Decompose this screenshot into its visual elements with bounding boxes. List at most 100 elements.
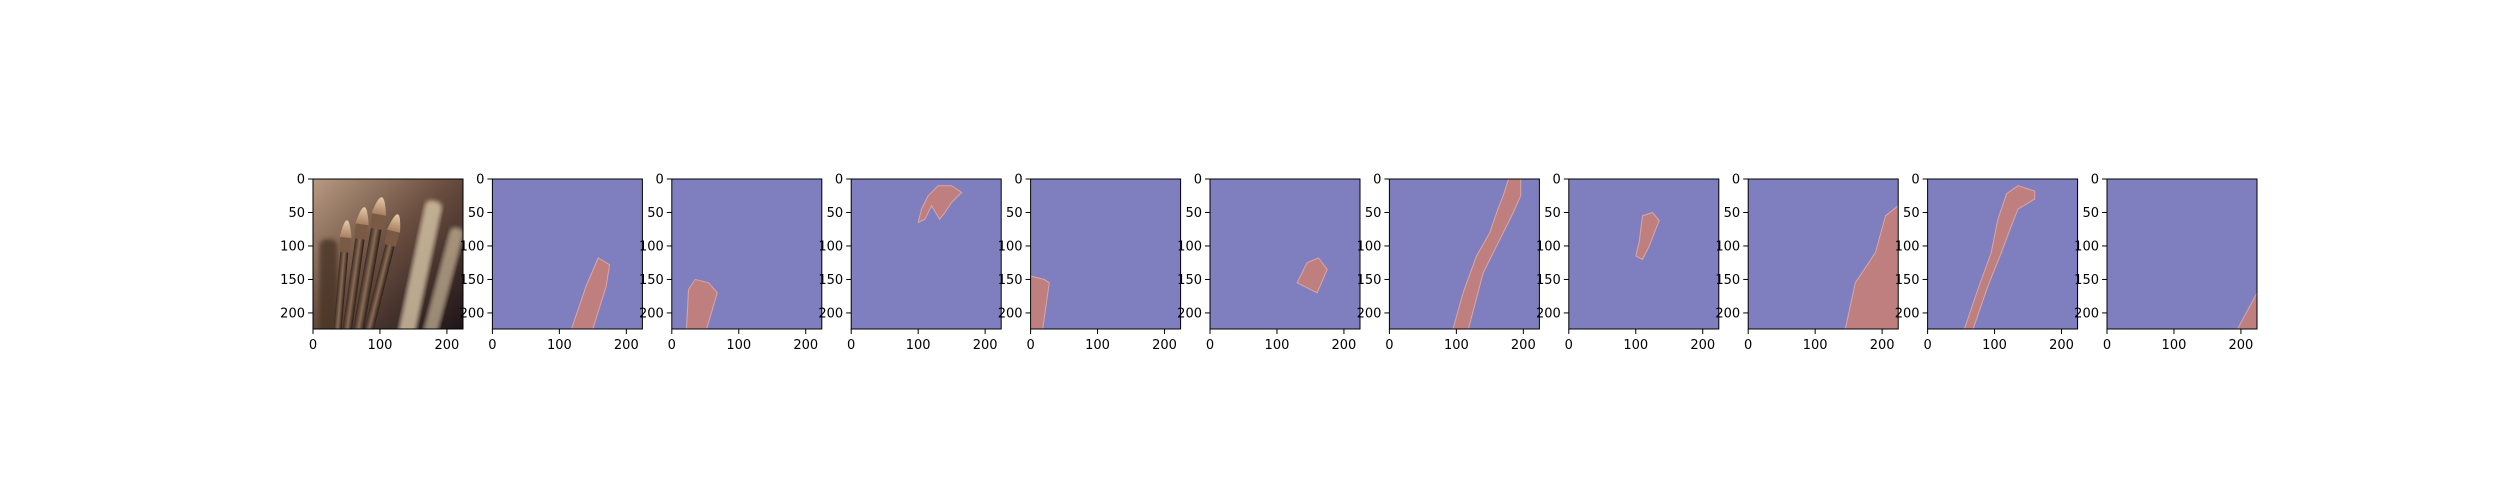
mask-region [1963, 185, 2036, 329]
y-tick-label: 150 [1895, 273, 1920, 288]
x-tick-label: 200 [1690, 338, 1715, 353]
x-tick-label: 0 [309, 338, 317, 353]
y-tick-label: 100 [818, 239, 843, 254]
mask-region [2237, 292, 2257, 329]
x-tick-label: 0 [1744, 338, 1752, 353]
y-tick-label: 150 [818, 273, 843, 288]
panel-source-photo: 0 50 100 150 200 0 100 200 [280, 173, 464, 353]
x-tick-label: 200 [793, 338, 818, 353]
x-tick-label: 100 [547, 338, 572, 353]
y-tick-label: 50 [2082, 206, 2099, 221]
y-tick-label: 100 [460, 239, 485, 254]
y-tick-label: 200 [280, 306, 305, 321]
x-tick-label: 0 [1923, 338, 1931, 353]
x-tick-label: 0 [847, 338, 855, 353]
y-tick-label: 100 [639, 239, 664, 254]
axes-frame [1030, 178, 1182, 330]
y-tick-label: 200 [1357, 306, 1382, 321]
x-tick-label: 200 [1332, 338, 1357, 353]
axes-frame [671, 178, 823, 330]
x-tick-label: 100 [1623, 338, 1648, 353]
x-tick-label: 0 [668, 338, 676, 353]
x-tick-label: 0 [1026, 338, 1034, 353]
x-tick-label: 200 [435, 338, 460, 353]
mask-background [1030, 179, 1181, 329]
y-tick-label: 100 [1357, 239, 1382, 254]
y-tick-label: 0 [1553, 173, 1561, 188]
y-tick-label: 100 [1177, 239, 1202, 254]
y-tick-label: 100 [1895, 239, 1920, 254]
y-tick-label: 150 [1715, 273, 1740, 288]
x-tick-label: 200 [1870, 338, 1895, 353]
panel-mask-3: 0 50 100 150 200 0 100 200 [818, 173, 1002, 353]
axes-frame [850, 178, 1002, 330]
y-tick-label: 0 [835, 173, 843, 188]
axes-frame [1747, 178, 1899, 330]
panel-mask-2: 0 50 100 150 200 0 100 200 [639, 173, 823, 353]
y-tick-label: 200 [1715, 306, 1740, 321]
panel-mask-9: 0 50 100 150 200 0 100 200 [1895, 173, 2079, 353]
x-tick-label: 0 [2103, 338, 2111, 353]
y-tick-label: 200 [639, 306, 664, 321]
axes-frame [491, 178, 643, 330]
y-tick-label: 200 [1177, 306, 1202, 321]
y-tick-label: 0 [1732, 173, 1740, 188]
y-tick-label: 0 [476, 173, 484, 188]
x-tick-label: 100 [726, 338, 751, 353]
panel-mask-7: 0 50 100 150 200 0 100 200 [1536, 173, 1720, 353]
y-tick-label: 0 [1014, 173, 1022, 188]
axes-frame [1927, 178, 2079, 330]
x-tick-label: 0 [1565, 338, 1573, 353]
y-tick-label: 0 [2091, 173, 2099, 188]
mask-region [917, 185, 963, 224]
y-tick-label: 0 [1373, 173, 1381, 188]
mask-region [1296, 257, 1328, 294]
y-tick-label: 50 [1544, 206, 1561, 221]
x-tick-label: 100 [1982, 338, 2007, 353]
y-tick-label: 150 [1177, 273, 1202, 288]
panel-mask-6: 0 50 100 150 200 0 100 200 [1357, 173, 1540, 353]
y-tick-label: 50 [1365, 206, 1382, 221]
x-tick-label: 0 [1385, 338, 1393, 353]
paint-brushes-image [319, 197, 463, 329]
x-tick-label: 0 [1206, 338, 1214, 353]
panel-mask-1: 0 50 100 150 200 0 100 200 [460, 173, 643, 353]
y-tick-label: 100 [2074, 239, 2099, 254]
y-tick-label: 0 [297, 173, 305, 188]
x-tick-label: 100 [368, 338, 393, 353]
mask-region [1635, 211, 1660, 261]
y-tick-label: 150 [1357, 273, 1382, 288]
y-tick-label: 50 [647, 206, 664, 221]
axes-frame [1209, 178, 1361, 330]
panel-mask-8: 0 50 100 150 200 0 100 200 [1715, 173, 1899, 353]
y-tick-label: 100 [1715, 239, 1740, 254]
y-tick-label: 200 [460, 306, 485, 321]
x-tick-label: 200 [2229, 338, 2254, 353]
x-tick-label: 100 [1265, 338, 1290, 353]
mask-background [2107, 179, 2257, 329]
x-tick-label: 100 [2162, 338, 2187, 353]
y-tick-label: 150 [460, 273, 485, 288]
mask-region [1030, 275, 1050, 329]
y-tick-label: 50 [1006, 206, 1023, 221]
y-tick-label: 200 [998, 306, 1023, 321]
x-tick-label: 200 [1152, 338, 1177, 353]
y-tick-label: 0 [1194, 173, 1202, 188]
x-tick-label: 0 [488, 338, 496, 353]
panel-mask-10: 0 50 100 150 200 0 100 200 [2074, 173, 2258, 353]
mask-background [1927, 179, 2078, 329]
panel-mask-4: 0 50 100 150 200 0 100 200 [998, 173, 1182, 353]
y-tick-label: 200 [1895, 306, 1920, 321]
x-tick-label: 100 [1803, 338, 1828, 353]
axes-frame [312, 178, 464, 330]
x-tick-label: 100 [906, 338, 931, 353]
x-tick-label: 100 [1444, 338, 1469, 353]
y-tick-label: 50 [1903, 206, 1920, 221]
mask-background [1210, 179, 1360, 329]
mask-region [570, 257, 611, 329]
y-tick-label: 50 [288, 206, 305, 221]
x-tick-label: 200 [973, 338, 998, 353]
y-tick-label: 0 [656, 173, 664, 188]
x-tick-label: 200 [2049, 338, 2074, 353]
